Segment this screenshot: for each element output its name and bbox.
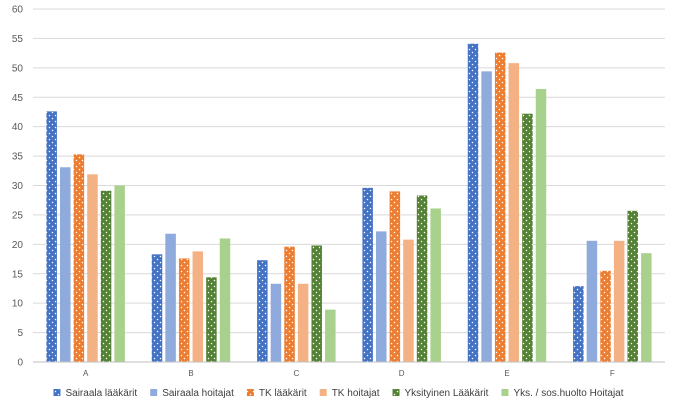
bar-f-series-2 [586, 240, 598, 362]
legend-item: Sairaala hoitajat [150, 388, 234, 399]
bar-b-series-1 [151, 254, 163, 362]
bar-e-series-1 [467, 43, 479, 363]
x-axis: A B C D E F [33, 361, 665, 378]
y-tick-label: 50 [12, 63, 24, 74]
x-tick-label: D [399, 369, 405, 378]
x-tick-label: C [293, 369, 299, 378]
x-tick-label: B [188, 369, 193, 378]
legend-item: Yksityinen Lääkärit [392, 388, 489, 399]
bar-d-series-3 [389, 191, 401, 362]
y-tick-label: 5 [17, 328, 23, 339]
y-tick-label: 10 [12, 299, 24, 310]
legend-swatch [246, 389, 254, 396]
legend-label: Yksityinen Lääkärit [405, 388, 489, 399]
bar-e-series-3 [494, 52, 506, 362]
bar-f-series-3 [600, 270, 611, 362]
bar-f-series-1 [573, 286, 584, 362]
bar-d-series-4 [403, 239, 414, 362]
bar-b-series-4 [192, 251, 204, 362]
legend-item: TK hoitajat [319, 388, 380, 399]
bar-a-series-1 [46, 111, 57, 363]
legend-item: Sairaala lääkärit [53, 388, 137, 399]
bar-b-series-6 [219, 238, 231, 362]
bar-f-series-5 [627, 210, 638, 362]
bar-c-series-4 [297, 283, 309, 362]
bar-a-series-2 [60, 167, 71, 362]
bar-b-series-2 [165, 233, 176, 362]
bar-c-series-5 [311, 245, 322, 362]
x-tick-label: F [610, 369, 615, 378]
bar-d-series-2 [376, 231, 387, 362]
bar-d-series-6 [430, 208, 441, 362]
legend: Sairaala lääkärit Sairaala hoitajat TK lää… [53, 388, 624, 399]
legend-swatch [319, 389, 327, 396]
y-tick-label: 40 [12, 122, 24, 133]
y-tick-label: 55 [12, 34, 24, 45]
bar-f-series-6 [641, 253, 652, 362]
bar-c-series-2 [270, 283, 282, 362]
bar-a-series-3 [73, 154, 85, 362]
legend-item: Yks. / sos.huolto Hoitajat [501, 388, 624, 399]
legend-swatch [150, 389, 158, 396]
legend-label: Sairaala hoitajat [162, 388, 234, 399]
legend-swatch [392, 389, 400, 396]
legend-label: Yks. / sos.huolto Hoitajat [513, 388, 623, 399]
y-tick-label: 30 [12, 181, 24, 192]
y-axis: 0 5 10 15 20 25 30 35 40 45 50 55 60 [12, 5, 24, 369]
bar-a-series-6 [114, 185, 125, 362]
y-tick-label: 60 [12, 5, 24, 16]
y-tick-label: 45 [12, 93, 24, 104]
bar-b-series-3 [178, 258, 190, 362]
bar-a-series-5 [100, 190, 112, 362]
legend-swatch [501, 389, 509, 396]
bar-e-series-2 [481, 71, 492, 363]
bar-e-series-5 [522, 113, 533, 362]
bar-e-series-6 [535, 89, 547, 362]
bar-c-series-6 [325, 309, 336, 362]
legend-swatch [53, 389, 61, 396]
bars [46, 43, 652, 363]
gridlines [33, 8, 665, 334]
bar-d-series-5 [416, 195, 428, 362]
bar-c-series-3 [284, 246, 295, 362]
legend-label: TK lääkärit [259, 388, 307, 399]
y-tick-label: 0 [17, 358, 23, 369]
bar-b-series-5 [206, 277, 217, 362]
x-tick-label: E [504, 369, 509, 378]
y-tick-label: 35 [12, 152, 24, 163]
bar-e-series-4 [508, 63, 520, 362]
bar-c-series-1 [257, 260, 268, 362]
y-tick-label: 15 [12, 269, 24, 280]
legend-item: TK lääkärit [246, 388, 307, 399]
y-tick-label: 25 [12, 210, 24, 221]
x-tick-label: A [83, 369, 89, 378]
bar-f-series-4 [613, 240, 625, 362]
bar-d-series-1 [362, 187, 373, 362]
bar-a-series-4 [87, 174, 98, 362]
y-tick-label: 20 [12, 240, 24, 251]
legend-label: TK hoitajat [332, 388, 380, 399]
legend-label: Sairaala lääkärit [65, 388, 137, 399]
